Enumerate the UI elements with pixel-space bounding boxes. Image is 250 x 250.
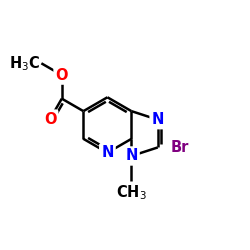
- Text: CH$_3$: CH$_3$: [116, 183, 147, 202]
- Text: Br: Br: [170, 140, 189, 155]
- Text: N: N: [125, 148, 138, 164]
- Text: O: O: [56, 68, 68, 82]
- Text: H$_3$C: H$_3$C: [9, 54, 40, 73]
- Text: O: O: [44, 112, 56, 126]
- Text: N: N: [101, 145, 114, 160]
- Text: N: N: [152, 112, 164, 127]
